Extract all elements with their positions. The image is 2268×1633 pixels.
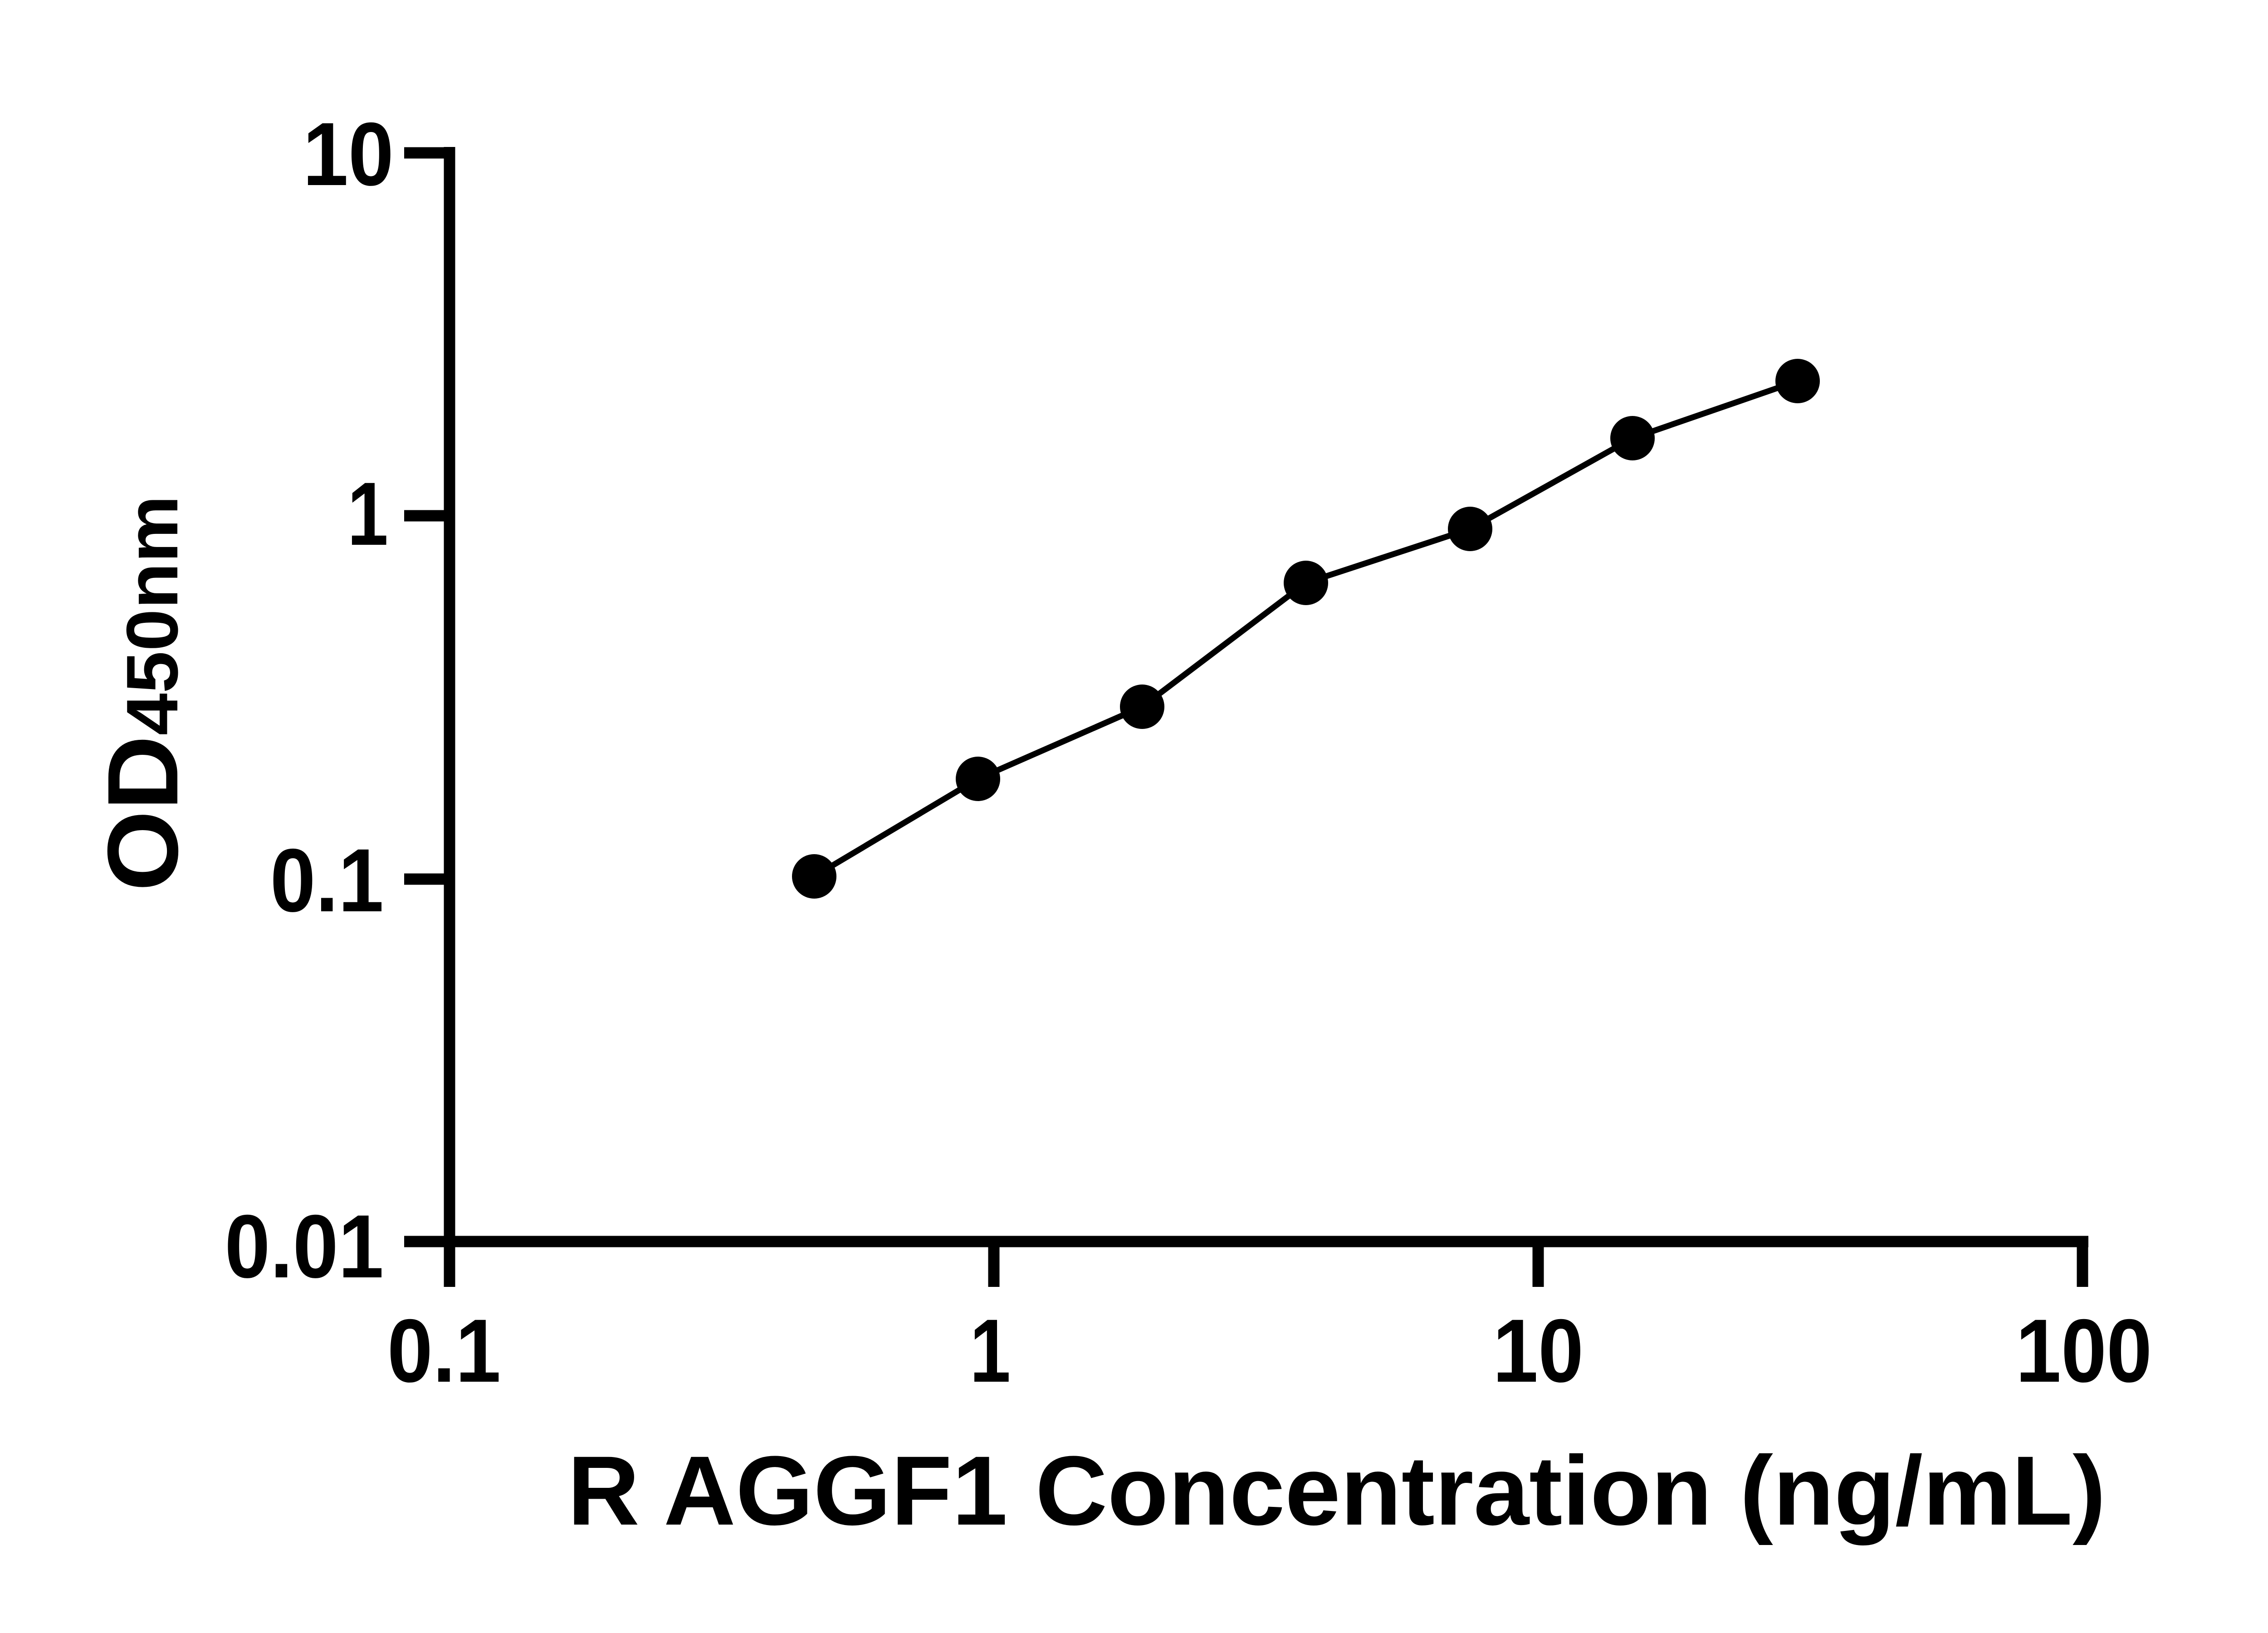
svg-text:10: 10 [303, 104, 394, 205]
svg-text:R AGGF1 Concentration (ng/mL): R AGGF1 Concentration (ng/mL) [567, 1436, 2106, 1545]
svg-text:1: 1 [347, 464, 388, 564]
svg-text:100: 100 [2016, 1301, 2152, 1401]
svg-text:1: 1 [970, 1301, 1011, 1401]
svg-text:0.1: 0.1 [387, 1301, 501, 1401]
svg-text:0.1: 0.1 [270, 831, 384, 931]
svg-text:10: 10 [1493, 1301, 1584, 1401]
svg-text:0.01: 0.01 [225, 1197, 384, 1297]
